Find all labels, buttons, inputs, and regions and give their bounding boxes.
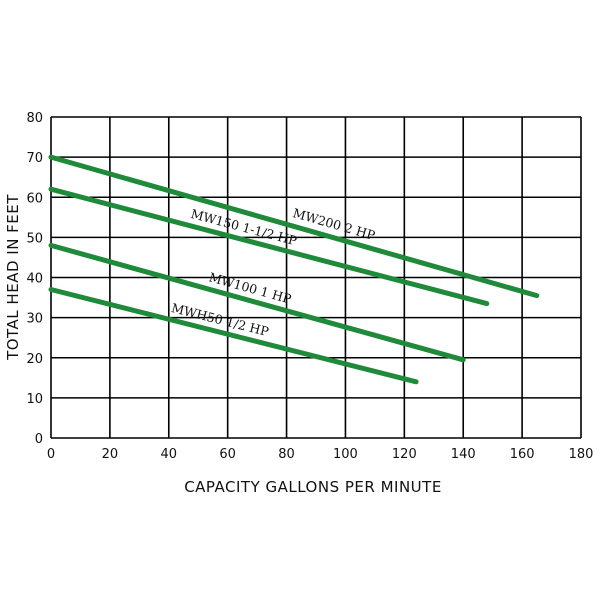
y-tick-label: 70 xyxy=(26,151,43,166)
x-tick-label: 100 xyxy=(333,447,358,462)
y-tick-label: 80 xyxy=(26,111,43,126)
x-tick-label: 140 xyxy=(451,447,476,462)
series-line xyxy=(48,154,540,299)
series-line xyxy=(48,287,419,385)
x-tick-label: 60 xyxy=(219,447,236,462)
series-line xyxy=(48,186,490,307)
x-tick-label: 0 xyxy=(47,447,55,462)
chart-series xyxy=(48,154,540,385)
y-tick-label: 40 xyxy=(26,272,43,287)
chart-tick-labels: 0 20 40 60 80 100 120 140 160 180 0 10 20 30 40 50 60 70 8… xyxy=(26,111,593,462)
y-tick-label: 0 xyxy=(35,432,43,447)
x-tick-label: 40 xyxy=(161,447,178,462)
x-tick-label: 20 xyxy=(102,447,119,462)
x-axis-title: CAPACITY GALLONS PER MINUTE xyxy=(184,478,442,496)
y-tick-label: 10 xyxy=(26,392,43,407)
y-tick-label: 30 xyxy=(26,312,43,327)
x-tick-label: 120 xyxy=(392,447,417,462)
x-tick-label: 80 xyxy=(278,447,295,462)
x-tick-label: 160 xyxy=(510,447,535,462)
y-tick-label: 50 xyxy=(26,231,43,246)
y-tick-label: 60 xyxy=(26,191,43,206)
y-axis-title: TOTAL HEAD IN FEET xyxy=(4,194,22,361)
y-tick-label: 20 xyxy=(26,352,43,367)
series-line xyxy=(48,242,466,363)
x-tick-label: 180 xyxy=(569,447,594,462)
chart-grid xyxy=(50,116,582,439)
